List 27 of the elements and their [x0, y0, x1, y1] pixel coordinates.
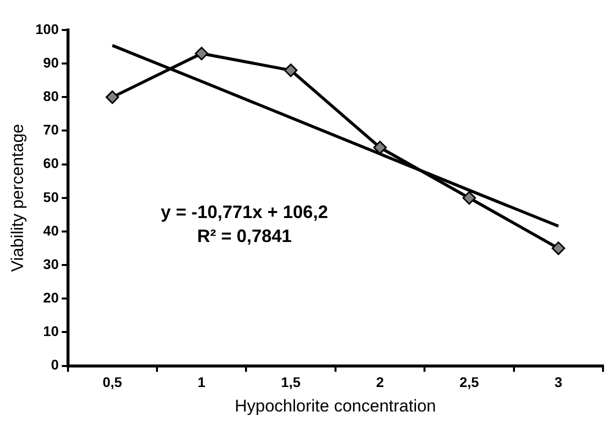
point [106, 90, 120, 104]
x-axis-title: Hypochlorite concentration [234, 396, 436, 416]
point [284, 64, 298, 78]
y-tick-label: 100 [35, 20, 59, 37]
x-tick-label: 1 [198, 374, 206, 390]
y-tick-label: 80 [43, 88, 59, 104]
y-tick-label: 30 [43, 256, 59, 272]
y-tick-label: 20 [43, 290, 59, 306]
x-tick-label: 2,5 [459, 374, 480, 390]
point [194, 46, 208, 60]
x-tick-label: 2 [376, 374, 384, 390]
y-tick-label: 40 [43, 222, 59, 238]
y-tick-label: 60 [43, 155, 59, 172]
annotation: y = -10,771x + 106,2 [160, 202, 328, 222]
annotation: R² = 0,7841 [197, 226, 292, 246]
y-tick-label: 70 [43, 122, 59, 138]
y-tick-label: 50 [43, 188, 59, 205]
point [462, 191, 476, 205]
point [373, 140, 387, 154]
x-tick-label: 3 [554, 374, 562, 390]
x-tick-label: 0,5 [102, 374, 122, 390]
point [552, 242, 566, 256]
y-tick-label: 10 [43, 323, 59, 340]
y-tick-label: 90 [43, 54, 59, 70]
y-axis-title: Viability percentage [8, 124, 27, 272]
y-tick-label: 0 [50, 356, 59, 373]
x-tick-label: 1,5 [281, 374, 301, 390]
